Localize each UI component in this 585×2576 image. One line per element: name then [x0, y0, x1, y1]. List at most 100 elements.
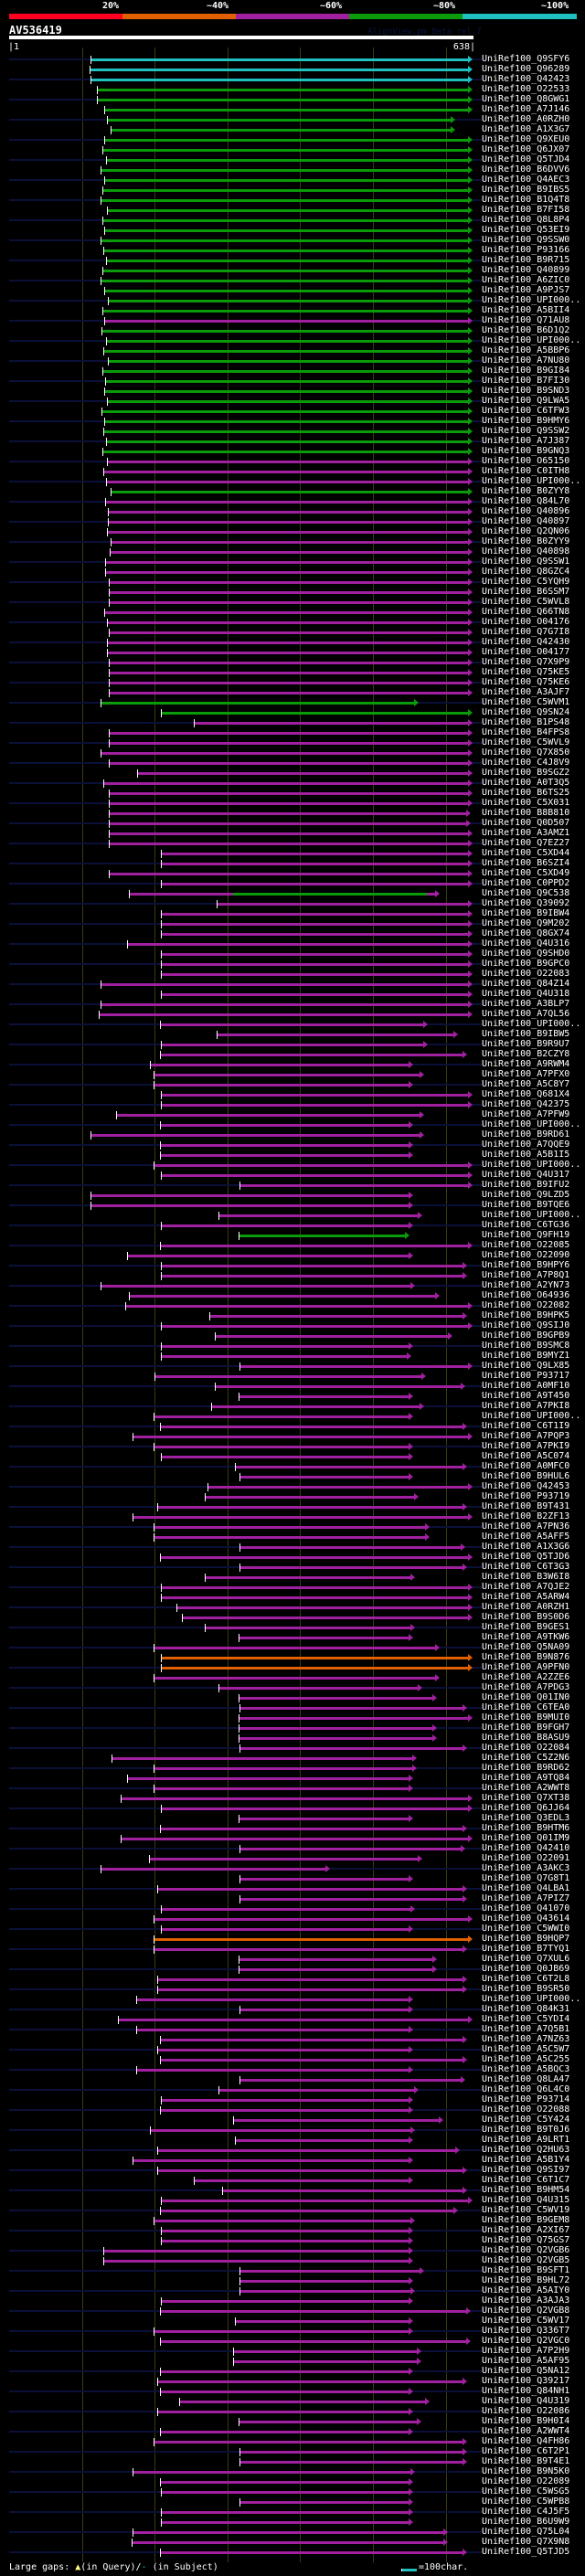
hit-label[interactable]: UniRef100_B9GES1 [482, 1622, 570, 1632]
alignment-bar[interactable] [153, 1948, 463, 1951]
hit-label[interactable]: UniRef100_Q5TJD4 [482, 154, 570, 164]
hit-label[interactable]: UniRef100_A5AIY0 [482, 2285, 570, 2295]
hit-label[interactable]: UniRef100_C0ITH8 [482, 466, 570, 476]
hit-label[interactable]: UniRef100_B7FI30 [482, 376, 570, 386]
alignment-bar[interactable] [102, 2260, 410, 2263]
alignment-bar[interactable] [101, 239, 469, 242]
alignment-bar[interactable] [105, 561, 469, 564]
hit-label[interactable]: UniRef100_B9H0I4 [482, 2416, 570, 2426]
alignment-bar[interactable] [104, 320, 469, 323]
hit-label[interactable]: UniRef100_A7QQE9 [482, 1140, 570, 1150]
hit-label[interactable]: UniRef100_A7PKI8 [482, 1401, 570, 1411]
hit-label[interactable]: UniRef100_Q0D507 [482, 818, 570, 828]
hit-label[interactable]: UniRef100_A7J387 [482, 436, 570, 446]
alignment-bar[interactable] [159, 1054, 463, 1056]
alignment-bar[interactable] [239, 2461, 463, 2464]
hit-label[interactable]: UniRef100_Q4LBA1 [482, 1883, 570, 1893]
alignment-bar[interactable] [161, 2240, 410, 2242]
hit-label[interactable]: UniRef100_A2WWT8 [482, 1783, 570, 1793]
hit-label[interactable]: UniRef100_UPI000.. [482, 295, 581, 305]
hit-label[interactable]: UniRef100_A7P2H9 [482, 2346, 570, 2356]
alignment-bar[interactable] [161, 1586, 469, 1589]
hit-label[interactable]: UniRef100_C5WVL8 [482, 597, 570, 607]
alignment-bar[interactable] [161, 993, 469, 996]
hit-label[interactable]: UniRef100_Q2VGC0 [482, 2336, 570, 2346]
hit-label[interactable]: UniRef100_O22089 [482, 2476, 570, 2486]
hit-label[interactable]: UniRef100_Q42453 [482, 1481, 570, 1491]
alignment-bar[interactable] [161, 1174, 469, 1177]
hit-label[interactable]: UniRef100_B7FI58 [482, 205, 570, 215]
alignment-bar[interactable] [90, 1134, 420, 1137]
hit-label[interactable]: UniRef100_Q2QN06 [482, 526, 570, 536]
hit-label[interactable]: UniRef100_Q6JX07 [482, 144, 570, 154]
hit-label[interactable]: UniRef100_A7PN36 [482, 1521, 570, 1532]
alignment-bar[interactable] [161, 1094, 469, 1097]
hit-label[interactable]: UniRef100_Q42375 [482, 1099, 570, 1109]
hit-label[interactable]: UniRef100_Q4AEC3 [482, 175, 570, 185]
alignment-bar[interactable] [239, 1707, 463, 1710]
hit-label[interactable]: UniRef100_A3AKC3 [482, 1863, 570, 1873]
alignment-bar[interactable] [216, 903, 469, 906]
hit-label[interactable]: UniRef100_A5AFF5 [482, 1532, 570, 1542]
hit-label[interactable]: UniRef100_C5XD44 [482, 848, 570, 858]
hit-label[interactable]: UniRef100_B3W6I8 [482, 1572, 570, 1582]
alignment-bar[interactable] [90, 69, 469, 71]
hit-label[interactable]: UniRef100_A5ARW4 [482, 1592, 570, 1602]
alignment-bar[interactable] [161, 953, 469, 956]
alignment-bar[interactable] [153, 1415, 410, 1418]
alignment-bar[interactable] [109, 631, 469, 634]
hit-label[interactable]: UniRef100_Q5NA09 [482, 1642, 570, 1652]
alignment-bar[interactable] [161, 883, 469, 885]
hit-label[interactable]: UniRef100_C5Z2N6 [482, 1753, 570, 1763]
alignment-bar[interactable] [159, 2059, 463, 2062]
alignment-bar[interactable] [205, 1496, 414, 1499]
alignment-bar[interactable] [103, 179, 469, 182]
hit-label[interactable]: UniRef100_Q9SHD0 [482, 949, 570, 959]
alignment-bar[interactable] [109, 812, 467, 815]
hit-label[interactable]: UniRef100_Q39217 [482, 2376, 570, 2386]
alignment-bar[interactable] [161, 2200, 469, 2202]
alignment-bar[interactable] [159, 1154, 410, 1157]
alignment-bar[interactable] [157, 2380, 463, 2383]
alignment-bar[interactable] [208, 1315, 463, 1318]
hit-label[interactable]: UniRef100_O22086 [482, 2406, 570, 2416]
hit-label[interactable]: UniRef100_Q681X4 [482, 1089, 570, 1099]
alignment-bar[interactable] [101, 219, 469, 222]
alignment-bar[interactable] [90, 58, 469, 61]
hit-label[interactable]: UniRef100_A7NZ63 [482, 2034, 570, 2044]
alignment-bar[interactable] [104, 109, 469, 111]
hit-label[interactable]: UniRef100_A7PDG3 [482, 1682, 570, 1692]
alignment-bar[interactable] [98, 1013, 469, 1016]
hit-label[interactable]: UniRef100_B9GNQ3 [482, 446, 570, 456]
alignment-bar[interactable] [205, 1627, 410, 1629]
hit-label[interactable]: UniRef100_Q75KE5 [482, 667, 570, 677]
alignment-bar[interactable] [153, 1787, 410, 1790]
hit-label[interactable]: UniRef100_B9R9U7 [482, 1039, 570, 1049]
hit-label[interactable]: UniRef100_B6SZI4 [482, 858, 570, 868]
alignment-bar[interactable] [161, 1928, 410, 1931]
alignment-bar[interactable] [103, 290, 469, 292]
alignment-bar[interactable] [161, 973, 469, 976]
alignment-bar[interactable] [148, 1858, 419, 1860]
alignment-bar[interactable] [161, 1265, 463, 1267]
alignment-bar[interactable] [179, 2401, 426, 2403]
hit-label[interactable]: UniRef100_UPI000.. [482, 1160, 581, 1170]
alignment-bar[interactable] [238, 1818, 410, 1820]
alignment-bar[interactable] [109, 873, 469, 875]
hit-label[interactable]: UniRef100_A9T450 [482, 1391, 570, 1401]
alignment-bar[interactable] [102, 471, 469, 473]
alignment-bar[interactable] [153, 1446, 410, 1448]
hit-label[interactable]: UniRef100_B9N876 [482, 1652, 570, 1662]
hit-label[interactable]: UniRef100_A5BQC3 [482, 2064, 570, 2074]
alignment-bar[interactable] [120, 1838, 469, 1840]
hit-label[interactable]: UniRef100_A2ZZE6 [482, 1672, 570, 1682]
alignment-bar[interactable] [159, 1245, 469, 1247]
hit-label[interactable]: UniRef100_C6TEA0 [482, 1702, 570, 1712]
hit-label[interactable]: UniRef100_C5X031 [482, 798, 570, 808]
alignment-bar[interactable] [109, 662, 469, 664]
hit-label[interactable]: UniRef100_B9FGH7 [482, 1723, 570, 1733]
hit-label[interactable]: UniRef100_A9LRT1 [482, 2135, 570, 2145]
hit-label[interactable]: UniRef100_Q40899 [482, 265, 570, 275]
hit-label[interactable]: UniRef100_UPI000.. [482, 1411, 581, 1421]
alignment-bar[interactable] [159, 1124, 410, 1127]
